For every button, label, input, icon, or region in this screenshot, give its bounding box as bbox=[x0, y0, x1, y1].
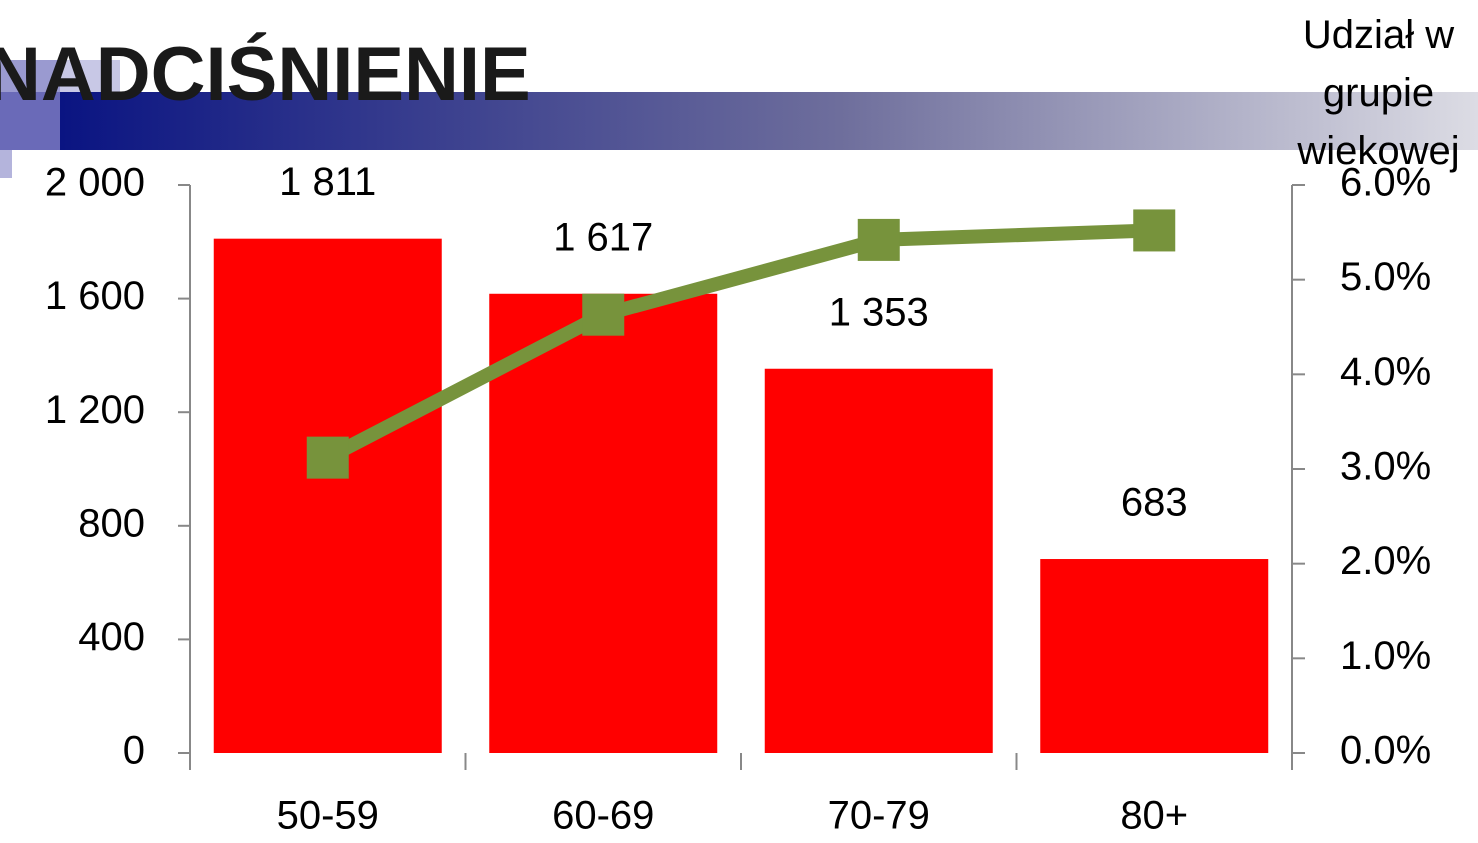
bar bbox=[1040, 559, 1269, 753]
data-label: 1 617 bbox=[553, 215, 653, 259]
y2-tick-label: 2.0% bbox=[1340, 539, 1431, 583]
deco bbox=[60, 60, 120, 92]
y-tick-label: 0 bbox=[123, 729, 145, 773]
y-tick-label: 400 bbox=[78, 615, 145, 659]
y-tick-label: 2 000 bbox=[45, 161, 145, 205]
bar bbox=[764, 368, 993, 753]
x-tick-label: 60-69 bbox=[552, 794, 654, 838]
y-tick-label: 800 bbox=[78, 501, 145, 545]
x-tick-label: 80+ bbox=[1120, 794, 1188, 838]
marker bbox=[582, 293, 625, 336]
data-label: 683 bbox=[1121, 481, 1188, 525]
deco bbox=[0, 60, 60, 92]
y-tick-label: 1 600 bbox=[45, 274, 145, 318]
y2-tick-label: 1.0% bbox=[1340, 634, 1431, 678]
marker bbox=[306, 436, 349, 479]
deco bbox=[0, 150, 12, 178]
data-label: 1 811 bbox=[279, 160, 376, 204]
chart-title: NADCIŚNIENIE bbox=[0, 32, 531, 117]
bar bbox=[489, 293, 718, 753]
y2-axis-label: Udział w grupie wiekowej bbox=[1297, 13, 1460, 173]
y2-tick-label: 6.0% bbox=[1340, 161, 1431, 205]
data-label: 1 353 bbox=[829, 290, 929, 334]
marker bbox=[857, 218, 900, 261]
x-tick-label: 70-79 bbox=[828, 794, 930, 838]
x-tick-label: 50-59 bbox=[277, 794, 379, 838]
y-tick-label: 1 200 bbox=[45, 388, 145, 432]
y2-tick-label: 0.0% bbox=[1340, 729, 1431, 773]
y2-tick-label: 3.0% bbox=[1340, 445, 1431, 489]
y2-tick-label: 4.0% bbox=[1340, 350, 1431, 394]
marker bbox=[1133, 209, 1176, 252]
y2-tick-label: 5.0% bbox=[1340, 255, 1431, 299]
line bbox=[324, 223, 1155, 464]
bar bbox=[213, 238, 442, 753]
banner bbox=[60, 92, 1478, 150]
deco bbox=[0, 92, 60, 150]
